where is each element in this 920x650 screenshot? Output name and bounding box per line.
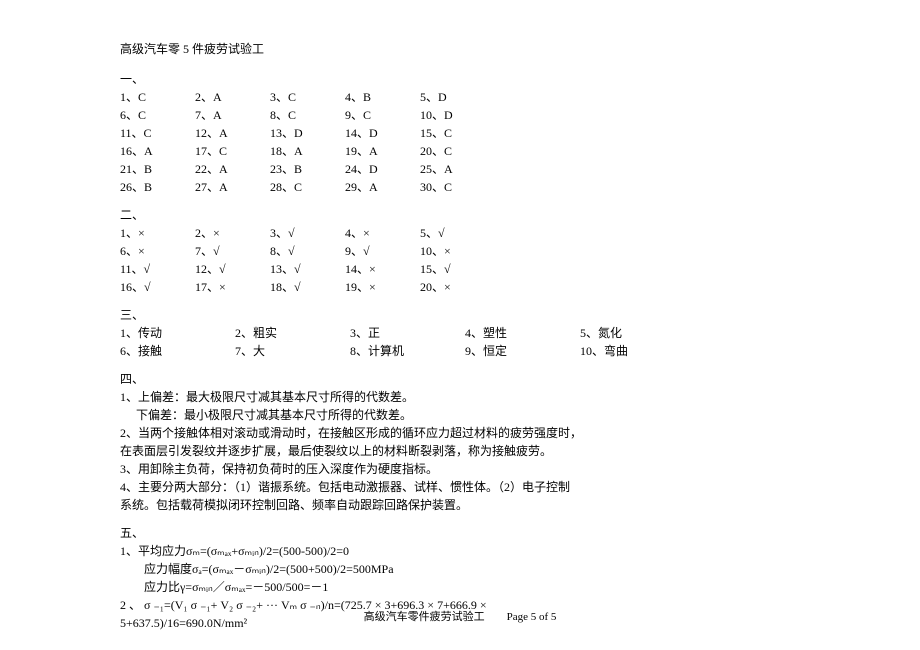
section3-answers: 1、传动 2、粗实 3、正 4、塑性 5、氮化 6、接触 7、大 8、计算机 9… [120, 324, 800, 360]
answer-cell: 9、恒定 [465, 342, 580, 360]
section3-label: 三、 [120, 306, 800, 324]
answer-cell: 2、A [195, 88, 270, 106]
section4-label: 四、 [120, 370, 800, 388]
answer-cell: 29、A [345, 178, 420, 196]
paragraph: 下偏差：最小极限尺寸减其基本尺寸所得的代数差。 [136, 406, 800, 424]
answer-cell: 12、√ [195, 260, 270, 278]
answer-cell: 8、C [270, 106, 345, 124]
answer-cell: 7、大 [235, 342, 350, 360]
answer-cell: 10、弯曲 [580, 342, 695, 360]
answer-cell: 14、D [345, 124, 420, 142]
calc-line: 1、平均应力σₘ=(σₘₐₓ+σₘᵢₙ)/2=(500-500)/2=0 [120, 542, 800, 560]
answer-cell: 15、√ [420, 260, 495, 278]
answer-row: 11、C 12、A 13、D 14、D 15、C [120, 124, 800, 142]
paragraph: 系统。包括载荷模拟闭环控制回路、频率自动跟踪回路保护装置。 [120, 496, 800, 514]
answer-cell: 15、C [420, 124, 495, 142]
answer-cell: 5、D [420, 88, 495, 106]
answer-cell: 16、√ [120, 278, 195, 296]
answer-cell: 3、√ [270, 224, 345, 242]
answer-row: 6、接触 7、大 8、计算机 9、恒定 10、弯曲 [120, 342, 800, 360]
answer-cell: 13、D [270, 124, 345, 142]
answer-cell: 20、× [420, 278, 495, 296]
answer-cell: 20、C [420, 142, 495, 160]
answer-cell: 22、A [195, 160, 270, 178]
answer-cell: 5、√ [420, 224, 495, 242]
answer-cell: 6、C [120, 106, 195, 124]
answer-cell: 12、A [195, 124, 270, 142]
footer-title: 高级汽车零件疲劳试验工 [364, 611, 485, 623]
answer-cell: 4、B [345, 88, 420, 106]
answer-cell: 24、D [345, 160, 420, 178]
answer-cell: 3、C [270, 88, 345, 106]
paragraph: 4、主要分两大部分：（1）谐振系统。包括电动激振器、试样、惯性体。（2）电子控制 [120, 478, 800, 496]
answer-cell: 5、氮化 [580, 324, 695, 342]
answer-cell: 17、C [195, 142, 270, 160]
answer-cell: 2、× [195, 224, 270, 242]
answer-cell: 17、× [195, 278, 270, 296]
section1-label: 一、 [120, 70, 800, 88]
answer-cell: 25、A [420, 160, 495, 178]
answer-cell: 8、计算机 [350, 342, 465, 360]
answer-row: 1、× 2、× 3、√ 4、× 5、√ [120, 224, 800, 242]
section2-answers: 1、× 2、× 3、√ 4、× 5、√ 6、× 7、√ 8、√ 9、√ 10、×… [120, 224, 800, 296]
answer-cell: 2、粗实 [235, 324, 350, 342]
paragraph: 1、上偏差：最大极限尺寸减其基本尺寸所得的代数差。 [120, 388, 800, 406]
answer-cell: 26、B [120, 178, 195, 196]
answer-cell: 9、C [345, 106, 420, 124]
answer-cell: 7、√ [195, 242, 270, 260]
answer-row: 6、× 7、√ 8、√ 9、√ 10、× [120, 242, 800, 260]
answer-cell: 8、√ [270, 242, 345, 260]
answer-cell: 18、A [270, 142, 345, 160]
answer-cell: 6、× [120, 242, 195, 260]
answer-row: 26、B 27、A 28、C 29、A 30、C [120, 178, 800, 196]
answer-cell: 21、B [120, 160, 195, 178]
paragraph: 2、当两个接触体相对滚动或滑动时，在接触区形成的循环应力超过材料的疲劳强度时， [120, 424, 800, 442]
answer-row: 11、√ 12、√ 13、√ 14、× 15、√ [120, 260, 800, 278]
answer-cell: 1、× [120, 224, 195, 242]
section5-label: 五、 [120, 524, 800, 542]
answer-cell: 7、A [195, 106, 270, 124]
answer-row: 21、B 22、A 23、B 24、D 25、A [120, 160, 800, 178]
answer-cell: 11、C [120, 124, 195, 142]
answer-cell: 6、接触 [120, 342, 235, 360]
answer-cell: 10、× [420, 242, 495, 260]
answer-cell: 10、D [420, 106, 495, 124]
answer-row: 16、A 17、C 18、A 19、A 20、C [120, 142, 800, 160]
answer-cell: 3、正 [350, 324, 465, 342]
answer-cell: 9、√ [345, 242, 420, 260]
answer-cell: 14、× [345, 260, 420, 278]
answer-cell: 28、C [270, 178, 345, 196]
calc-line: 应力幅度σₐ=(σₘₐₓ－σₘᵢₙ)/2=(500+500)/2=500MPa [144, 560, 800, 578]
answer-cell: 19、A [345, 142, 420, 160]
paragraph: 在表面层引发裂纹并逐步扩展，最后使裂纹以上的材料断裂剥落，称为接触疲劳。 [120, 442, 800, 460]
answer-cell: 1、传动 [120, 324, 235, 342]
answer-cell: 19、× [345, 278, 420, 296]
paragraph: 3、用卸除主负荷，保持初负荷时的压入深度作为硬度指标。 [120, 460, 800, 478]
answer-row: 1、传动 2、粗实 3、正 4、塑性 5、氮化 [120, 324, 800, 342]
page-footer: 高级汽车零件疲劳试验工 Page 5 of 5 [0, 609, 920, 626]
answer-row: 1、C 2、A 3、C 4、B 5、D [120, 88, 800, 106]
answer-cell: 30、C [420, 178, 495, 196]
answer-cell: 1、C [120, 88, 195, 106]
answer-cell: 4、塑性 [465, 324, 580, 342]
answer-cell: 13、√ [270, 260, 345, 278]
answer-cell: 27、A [195, 178, 270, 196]
answer-row: 16、√ 17、× 18、√ 19、× 20、× [120, 278, 800, 296]
answer-cell: 11、√ [120, 260, 195, 278]
answer-cell: 18、√ [270, 278, 345, 296]
section4-content: 1、上偏差：最大极限尺寸减其基本尺寸所得的代数差。 下偏差：最小极限尺寸减其基本… [120, 388, 800, 514]
answer-cell: 4、× [345, 224, 420, 242]
page-title: 高级汽车零 5 件疲劳试验工 [120, 40, 800, 58]
answer-cell: 16、A [120, 142, 195, 160]
answer-cell: 23、B [270, 160, 345, 178]
answer-row: 6、C 7、A 8、C 9、C 10、D [120, 106, 800, 124]
footer-page: Page 5 of 5 [507, 611, 557, 623]
section1-answers: 1、C 2、A 3、C 4、B 5、D 6、C 7、A 8、C 9、C 10、D… [120, 88, 800, 196]
section2-label: 二、 [120, 206, 800, 224]
calc-line: 应力比γ=σₘᵢₙ／σₘₐₓ=－500/500=－1 [144, 578, 800, 596]
